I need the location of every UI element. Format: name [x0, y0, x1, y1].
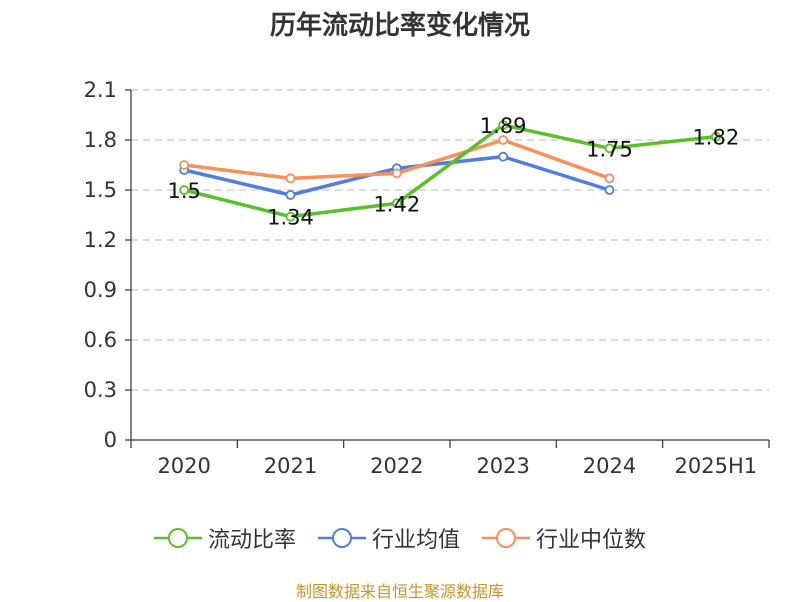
- y-tick-label: 1.2: [84, 228, 117, 252]
- axes: 0 0.3 0.6 0.9 1.2 1.5 1.8 2.1 2020 2021 2022 2023 20…: [84, 78, 770, 478]
- series-points: [179, 120, 721, 222]
- legend-marker-icon: [153, 528, 202, 548]
- source-note: 制图数据来自恒生聚源数据库: [295, 582, 504, 601]
- data-point: [710, 131, 721, 142]
- data-point: [604, 185, 615, 195]
- legend-label: 流动比率: [207, 528, 296, 553]
- y-tick-label: 0.9: [84, 278, 117, 302]
- data-label: 1.5: [167, 179, 200, 203]
- data-point: [391, 198, 402, 209]
- data-point: [179, 185, 190, 195]
- data-point: [498, 135, 509, 145]
- data-point: [604, 173, 615, 184]
- series-lines: [183, 123, 717, 219]
- legend-marker-icon: [482, 528, 530, 548]
- y-tick-label: 0.6: [84, 328, 117, 352]
- legend-item-industry-median[interactable]: 行业中位数: [482, 522, 646, 554]
- x-tick-label: 2024: [583, 454, 636, 478]
- data-point: [498, 120, 509, 130]
- y-tick-label: 1.5: [84, 178, 117, 202]
- data-label: 1.89: [480, 114, 527, 138]
- data-point: [179, 160, 190, 170]
- legend-item-industry-mean[interactable]: 行业均值: [317, 522, 460, 554]
- legend-label: 行业中位数: [536, 528, 647, 553]
- x-tick-label: 2023: [476, 454, 529, 478]
- grid-lines: [131, 89, 769, 391]
- data-label: 1.75: [586, 137, 633, 161]
- x-tick-label: 2022: [370, 454, 423, 478]
- x-tick-label: 2025H1: [675, 454, 758, 478]
- data-point: [285, 190, 296, 200]
- data-label: 1.34: [267, 206, 314, 230]
- chart-title: 历年流动比率变化情况: [269, 11, 530, 41]
- y-tick-label: 0: [104, 428, 117, 452]
- data-label: 1.42: [373, 192, 420, 216]
- x-tick-label: 2021: [264, 454, 317, 478]
- legend: 流动比率 行业均值 行业中位数: [0, 521, 800, 555]
- data-point: [604, 143, 615, 154]
- data-labels: 1.5 1.34 1.42 1.89 1.75 1.82: [167, 114, 739, 230]
- data-point: [391, 168, 402, 179]
- data-point: [498, 151, 509, 162]
- y-tick-label: 0.3: [84, 378, 117, 402]
- legend-marker-icon: [317, 528, 366, 548]
- legend-item-current-ratio[interactable]: 流动比率: [153, 522, 296, 554]
- y-tick-label: 1.8: [84, 128, 117, 152]
- data-point: [285, 173, 296, 184]
- series-line: [183, 123, 717, 219]
- legend-label: 行业均值: [371, 528, 460, 553]
- data-point: [285, 211, 296, 222]
- x-tick-label: 2020: [157, 454, 210, 478]
- y-tick-label: 2.1: [84, 78, 117, 102]
- data-label: 1.82: [692, 126, 739, 150]
